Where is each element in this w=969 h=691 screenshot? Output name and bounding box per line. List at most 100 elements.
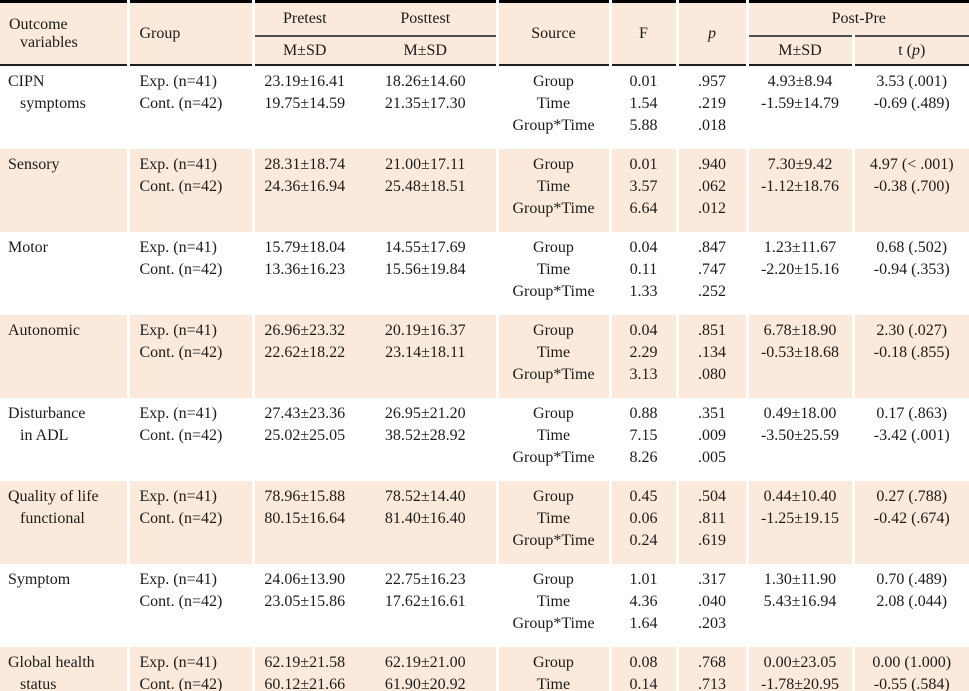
source-time-label: Time	[536, 344, 571, 361]
group-cell: Exp. (n=41) Cont. (n=42)	[126, 232, 253, 315]
source-interaction-label: Group*Time	[512, 117, 595, 134]
table-row: Global health status Exp. (n=41) Cont. (…	[0, 647, 969, 691]
p-time-value: .134	[698, 344, 726, 361]
outcome-cell: Symptom	[0, 564, 128, 647]
f-group-value: 0.01	[629, 73, 658, 90]
t-p-exp-value: 0.70 (.489)	[876, 571, 948, 588]
group-cell: Exp. (n=41) Cont. (n=42)	[126, 481, 253, 564]
source-cell: Group Time Group*Time	[495, 481, 610, 564]
table-row: Disturbance in ADL Exp. (n=41) Cont. (n=…	[0, 398, 969, 481]
outcome-line2	[8, 591, 127, 613]
source-cell: Group Time Group*Time	[495, 232, 610, 315]
header-outcome-line2: variables	[20, 33, 78, 51]
posttest-cell: 20.19±16.37 23.14±18.11	[355, 315, 497, 398]
pretest-cell: 28.31±18.74 24.36±16.94	[251, 149, 355, 232]
p-interaction-value: .005	[698, 449, 726, 466]
posttest-exp-value: 20.19±16.37	[384, 322, 466, 339]
outcome-cell: CIPN symptoms	[0, 65, 128, 149]
table-row: Sensory Exp. (n=41) Cont. (n=42) 28.31±1…	[0, 149, 969, 232]
t-p-exp-value: 4.97 (< .001)	[869, 156, 954, 173]
source-group-label: Group	[533, 405, 574, 422]
table-row: Autonomic Exp. (n=41) Cont. (n=42) 26.96…	[0, 315, 969, 398]
p-interaction-value: .012	[698, 200, 726, 217]
f-time-value: 7.15	[629, 427, 658, 444]
post-pre-cont-value: -1.25±19.15	[760, 510, 840, 527]
p-time-value: .062	[698, 178, 726, 195]
p-cell: .504 .811 .619	[675, 481, 747, 564]
outcome-line2	[8, 259, 127, 281]
posttest-cell: 26.95±21.20 38.52±28.92	[355, 398, 497, 481]
post-pre-cell: 0.49±18.00 -3.50±25.59	[745, 398, 853, 481]
p-interaction-value: .080	[698, 366, 726, 383]
post-pre-cont-value: -2.20±15.16	[760, 261, 840, 278]
post-pre-exp-value: 6.78±18.90	[763, 322, 837, 339]
posttest-cont-value: 17.62±16.61	[384, 593, 466, 610]
posttest-exp-value: 62.19±21.00	[384, 654, 466, 671]
pretest-exp-value: 15.79±18.04	[264, 239, 346, 256]
group-cont-label: Cont. (n=42)	[139, 593, 223, 610]
group-cont-label: Cont. (n=42)	[139, 510, 223, 527]
group-cell: Exp. (n=41) Cont. (n=42)	[126, 149, 253, 232]
post-pre-cont-value: -3.50±25.59	[760, 427, 840, 444]
group-cont-label: Cont. (n=42)	[139, 344, 223, 361]
group-cont-label: Cont. (n=42)	[139, 427, 223, 444]
p-group-value: .351	[698, 405, 726, 422]
p-group-value: .317	[698, 571, 726, 588]
pretest-exp-value: 24.06±13.90	[264, 571, 346, 588]
group-exp-label: Exp. (n=41)	[139, 73, 217, 90]
source-cell: Group Time Group*Time	[495, 149, 610, 232]
group-cell: Exp. (n=41) Cont. (n=42)	[126, 398, 253, 481]
p-time-value: .747	[698, 261, 726, 278]
f-group-value: 0.88	[629, 405, 658, 422]
post-pre-cont-value: -0.53±18.68	[760, 344, 840, 361]
posttest-cell: 62.19±21.00 61.90±20.92	[355, 647, 497, 691]
f-time-value: 2.29	[629, 344, 658, 361]
source-cell: Group Time Group*Time	[495, 564, 610, 647]
f-time-value: 4.36	[629, 593, 658, 610]
pretest-exp-value: 78.96±15.88	[264, 488, 346, 505]
header-outcome-line1: Outcome	[9, 15, 68, 33]
outcome-cell: Global health status	[0, 647, 128, 691]
header-t-suffix: )	[919, 41, 926, 59]
source-group-label: Group	[533, 488, 574, 505]
outcome-line1: Motor	[8, 239, 48, 256]
group-exp-label: Exp. (n=41)	[139, 488, 217, 505]
source-time-label: Time	[536, 178, 571, 195]
source-group-label: Group	[533, 654, 574, 671]
pretest-cont-value: 13.36±16.23	[264, 261, 346, 278]
source-cell: Group Time Group*Time	[495, 398, 610, 481]
pretest-cell: 26.96±23.32 22.62±18.22	[251, 315, 355, 398]
t-p-cont-value: -3.42 (.001)	[873, 427, 950, 444]
f-cell: 0.45 0.06 0.24	[608, 481, 677, 564]
group-exp-label: Exp. (n=41)	[139, 654, 217, 671]
post-pre-exp-value: 1.23±11.67	[763, 239, 837, 256]
post-pre-exp-value: 0.44±10.40	[763, 488, 837, 505]
t-p-cont-value: -0.18 (.855)	[873, 344, 950, 361]
p-interaction-value: .203	[698, 615, 726, 632]
group-exp-label: Exp. (n=41)	[139, 322, 217, 339]
t-p-cell: 0.00 (1.000) -0.55 (.584)	[851, 647, 969, 691]
posttest-cell: 21.00±17.11 25.48±18.51	[355, 149, 497, 232]
posttest-exp-value: 14.55±17.69	[384, 239, 466, 256]
post-pre-cell: 1.30±11.90 5.43±16.94	[745, 564, 853, 647]
t-p-exp-value: 2.30 (.027)	[876, 322, 948, 339]
p-interaction-value: .252	[698, 283, 726, 300]
header-post-pre: Post-Pre	[745, 1, 969, 37]
pretest-cont-value: 19.75±14.59	[264, 95, 346, 112]
outcome-cell: Motor	[0, 232, 128, 315]
t-p-cont-value: -0.38 (.700)	[873, 178, 950, 195]
source-time-label: Time	[536, 676, 571, 691]
post-pre-cell: 0.00±23.05 -1.78±20.95	[745, 647, 853, 691]
outcome-line2: in ADL	[20, 427, 69, 444]
t-p-cell: 0.17 (.863) -3.42 (.001)	[851, 398, 969, 481]
posttest-exp-value: 78.52±14.40	[384, 488, 466, 505]
t-p-cont-value: -0.69 (.489)	[873, 95, 950, 112]
header-p: p	[675, 1, 747, 66]
f-interaction-value: 6.64	[629, 200, 658, 217]
p-group-value: .768	[698, 654, 726, 671]
header-f: F	[608, 1, 677, 66]
f-time-value: 0.06	[629, 510, 658, 527]
pretest-exp-value: 62.19±21.58	[264, 654, 346, 671]
